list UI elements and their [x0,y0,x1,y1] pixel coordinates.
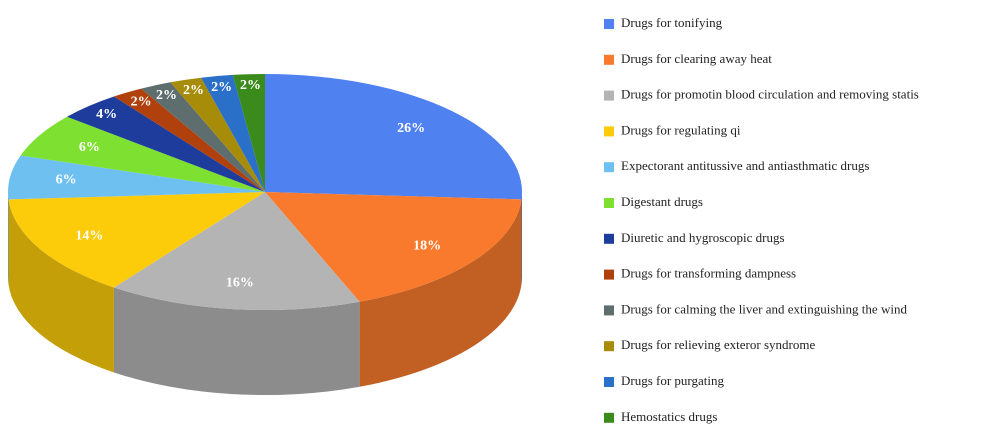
slice [141,82,265,192]
legend-label: Diuretic and hygroscopic drugs [621,230,785,245]
legend-label: Drugs for calming the liver and extingui… [621,301,907,316]
slice [265,74,522,200]
legend-label: Drugs for promotin blood circulation and… [621,87,919,102]
data-label: 2% [156,88,177,103]
slice [113,192,360,310]
legend-label: Drugs for relieving exteror syndrome [621,337,815,352]
slice [113,88,265,192]
legend-label: Digestant drugs [621,194,703,209]
data-label: 4% [96,107,117,122]
legend-swatch [604,90,614,101]
slice [8,192,265,288]
legend-swatch [604,341,614,352]
slice [66,96,266,192]
legend-swatch [604,269,614,280]
slice-side [113,287,360,396]
data-label: 2% [240,78,261,93]
slice-side [8,192,9,285]
slice-side [359,199,522,387]
legend-label: Drugs for purgating [621,373,725,388]
legend-label: Drugs for clearing away heat [621,51,772,66]
slice [170,77,265,192]
slice-side [8,199,114,373]
legend-label: Hemostatics drugs [621,409,717,424]
data-label: 16% [226,276,254,291]
legend-swatch [604,162,614,173]
data-label: 14% [75,229,103,244]
data-label: 2% [211,80,232,95]
data-label: 2% [183,83,204,98]
slice [265,192,522,302]
legend-label: Drugs for regulating qi [621,122,741,137]
legend-swatch [604,233,614,244]
legend-swatch [604,412,614,423]
legend-swatch [604,126,614,137]
data-label: 18% [413,238,441,253]
legend-swatch [604,198,614,208]
legend-label: Expectorant antitussive and antiasthmati… [621,158,869,173]
legend-label: Drugs for tonifying [621,15,723,30]
legend-swatch [604,377,614,387]
legend-label: Drugs for transforming dampness [621,266,796,281]
data-label: 6% [79,140,100,155]
data-label: 6% [56,173,77,188]
legend-swatch [604,54,614,65]
slice-side [521,192,522,285]
slice [8,155,266,200]
legend-swatch [604,19,614,29]
legend-swatch [604,305,614,316]
slice [232,74,265,192]
slice [20,116,265,192]
data-label: 2% [131,95,152,110]
slice [201,74,265,192]
data-label: 26% [397,121,425,136]
